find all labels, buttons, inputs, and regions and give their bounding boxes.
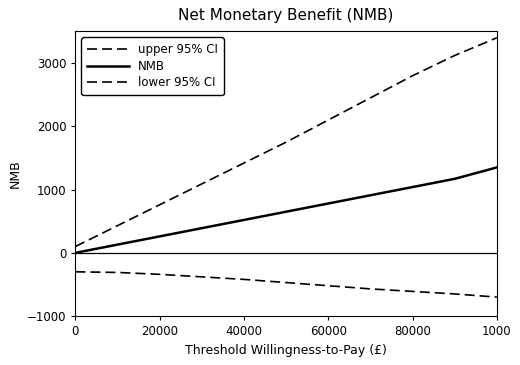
Y-axis label: NMB: NMB [8,160,21,188]
Legend: upper 95% CI, NMB, lower 95% CI: upper 95% CI, NMB, lower 95% CI [81,37,224,95]
Title: Net Monetary Benefit (NMB): Net Monetary Benefit (NMB) [178,8,394,23]
X-axis label: Threshold Willingness-to-Pay (£): Threshold Willingness-to-Pay (£) [185,344,387,357]
